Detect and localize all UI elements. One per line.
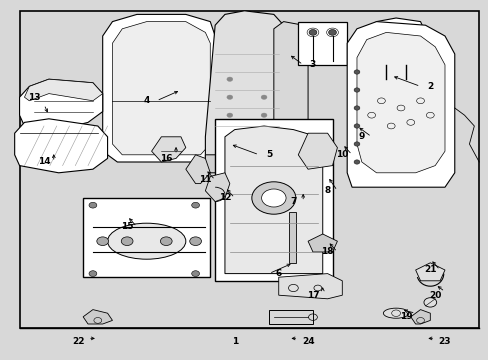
Ellipse shape [107,223,185,259]
Text: 10: 10 [335,150,348,159]
Circle shape [89,271,97,276]
Circle shape [251,182,295,214]
Polygon shape [205,173,229,202]
Text: 18: 18 [321,248,333,256]
Polygon shape [83,310,112,324]
Polygon shape [102,14,215,162]
Polygon shape [298,133,337,169]
Polygon shape [356,32,444,173]
Text: 1: 1 [231,338,237,346]
Text: 6: 6 [275,269,281,278]
Circle shape [353,142,359,146]
Text: 5: 5 [265,150,271,159]
Circle shape [353,160,359,164]
Text: 11: 11 [199,175,211,184]
Bar [288,212,295,263]
Circle shape [353,70,359,74]
Text: 21: 21 [423,266,436,274]
Polygon shape [366,18,425,65]
Polygon shape [346,22,454,187]
Circle shape [89,202,97,208]
Text: 12: 12 [218,194,231,202]
Circle shape [160,237,172,246]
Circle shape [353,124,359,128]
Text: 16: 16 [160,154,172,163]
Circle shape [261,113,266,117]
Polygon shape [273,22,307,169]
Polygon shape [205,155,293,173]
Circle shape [121,237,133,246]
Circle shape [226,77,232,81]
Bar [83,198,210,277]
Bar [20,11,478,328]
Circle shape [353,106,359,110]
Text: 13: 13 [28,93,41,102]
Text: 4: 4 [143,96,150,105]
Text: 2: 2 [427,82,432,91]
Polygon shape [24,79,102,101]
Circle shape [191,271,199,276]
Text: 19: 19 [399,312,411,321]
Text: 7: 7 [289,197,296,206]
Polygon shape [224,126,322,274]
Circle shape [191,202,199,208]
Polygon shape [278,274,342,299]
Circle shape [226,113,232,117]
Circle shape [423,298,436,307]
Polygon shape [20,79,102,130]
Circle shape [308,30,316,35]
Circle shape [97,237,108,246]
Circle shape [328,30,336,35]
Circle shape [226,95,232,99]
Text: 24: 24 [301,338,314,346]
Polygon shape [415,263,444,281]
Text: 20: 20 [428,291,441,300]
Bar [215,119,332,281]
Polygon shape [307,234,337,252]
Polygon shape [151,137,185,162]
Polygon shape [205,11,283,166]
Circle shape [261,95,266,99]
Text: 14: 14 [38,157,50,166]
Text: 9: 9 [358,132,365,141]
Polygon shape [15,119,107,173]
Text: 22: 22 [72,338,84,346]
Text: 8: 8 [324,186,330,195]
Bar [268,310,312,324]
Circle shape [261,189,285,207]
Circle shape [189,237,201,246]
Polygon shape [112,22,210,155]
Polygon shape [410,310,429,324]
Ellipse shape [383,308,408,318]
Text: 15: 15 [121,222,133,231]
Circle shape [353,88,359,92]
Text: 17: 17 [306,291,319,300]
Text: 23: 23 [438,338,450,346]
Bar [298,22,346,65]
Text: 3: 3 [309,60,315,69]
Polygon shape [185,155,210,184]
